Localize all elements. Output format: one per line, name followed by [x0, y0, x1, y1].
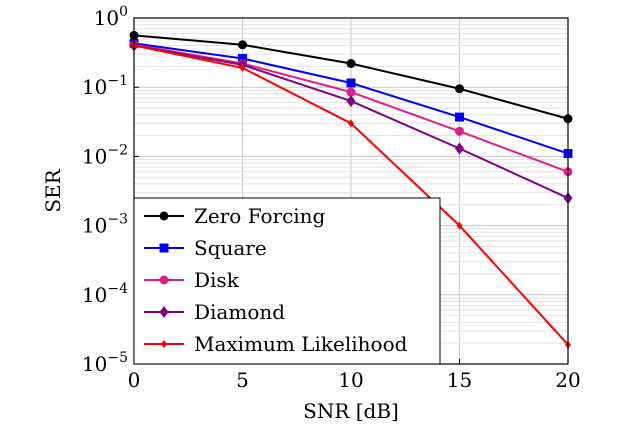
legend-box [133, 197, 441, 365]
data-point [455, 112, 464, 122]
legend-label: Square [194, 236, 267, 260]
legend-item: Maximum Likelihood [144, 332, 408, 356]
y-tick-label: 10−3 [82, 212, 128, 238]
y-tick-label: 10−4 [82, 281, 128, 307]
x-tick-label: 15 [447, 368, 472, 392]
x-tick-label: 10 [338, 368, 363, 392]
y-axis-label: SER [41, 168, 65, 212]
legend-marker [159, 211, 169, 221]
data-point [455, 126, 464, 136]
data-point [238, 40, 247, 50]
data-point [348, 119, 354, 128]
data-point [455, 142, 464, 155]
data-point [455, 84, 464, 94]
y-tick-label: 100 [94, 4, 128, 30]
legend-label: Maximum Likelihood [194, 332, 408, 356]
data-point [346, 59, 356, 69]
x-axis-label: SNR [dB] [303, 399, 399, 423]
legend-label: Diamond [194, 300, 285, 324]
data-point [238, 53, 247, 63]
legend-item: Square [144, 236, 267, 260]
x-tick-label: 5 [236, 368, 249, 392]
y-tick-label: 10−5 [82, 350, 128, 376]
series-zero-forcing [129, 30, 573, 124]
legend-item: Disk [144, 268, 240, 292]
data-point [346, 87, 356, 97]
y-tick-label: 10−1 [82, 73, 128, 99]
x-tick-label: 0 [128, 368, 141, 392]
data-point [346, 95, 356, 108]
legend-item: Diamond [144, 300, 285, 324]
legend-label: Zero Forcing [194, 204, 326, 228]
data-point [456, 221, 463, 230]
legend-item: Zero Forcing [144, 204, 326, 228]
x-tick-label: 20 [555, 368, 580, 392]
legend-label: Disk [194, 268, 240, 292]
ticks: 0 5 10 15 20 100 10−1 10−2 10−3 10−4 10−5 [82, 4, 581, 392]
data-point [346, 78, 356, 88]
legend-marker [159, 306, 169, 318]
legend-marker [159, 275, 169, 285]
legend: Zero Forcing Square Disk Diamond Maximum Lik… [133, 197, 441, 365]
legend-marker [161, 340, 167, 348]
legend-marker [159, 243, 169, 253]
data-point [239, 63, 246, 72]
y-tick-label: 10−2 [82, 142, 128, 168]
